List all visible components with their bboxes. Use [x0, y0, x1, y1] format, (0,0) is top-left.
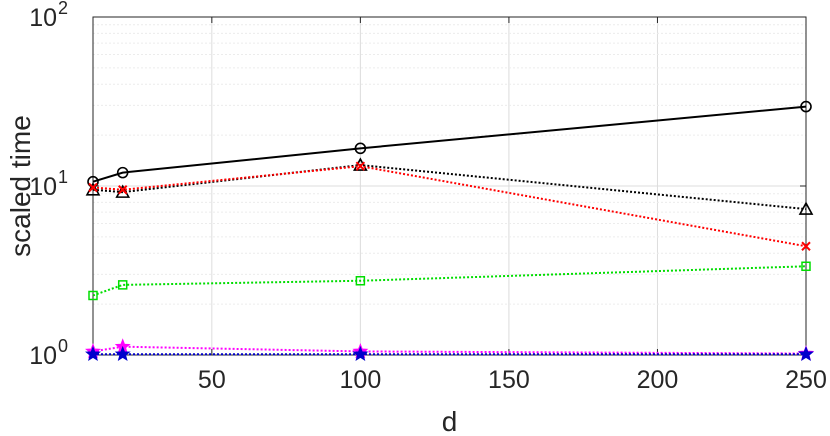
data-point [352, 345, 369, 362]
data-point [798, 201, 814, 215]
series-4 [85, 338, 814, 361]
series-line [92, 105, 807, 183]
data-point [798, 345, 814, 362]
series-line [92, 165, 807, 248]
series-0 [87, 100, 812, 188]
y-tick-label: 10 [29, 173, 57, 201]
x-axis-label: d [442, 406, 458, 436]
y-tick-exponent: 2 [58, 0, 68, 18]
data-point [114, 345, 131, 362]
y-tick-exponent: 1 [58, 167, 68, 187]
series-2 [88, 161, 811, 251]
x-tick-label: 150 [488, 366, 530, 394]
x-axis: 50 100 150 200 250 [198, 17, 827, 394]
series-1 [85, 157, 814, 215]
y-axis-label: scaled time [5, 115, 36, 257]
y-tick-base: 10 [29, 342, 57, 370]
y-tick-label: 10 [29, 342, 57, 370]
series-line [92, 345, 807, 355]
series-line [92, 265, 807, 297]
data-point [85, 345, 101, 362]
data-point [801, 261, 811, 272]
data-point [354, 142, 367, 155]
grid [93, 17, 807, 355]
series-group [85, 100, 814, 362]
data-point [800, 100, 812, 113]
data-point [355, 161, 366, 171]
x-tick-label: 200 [637, 366, 679, 394]
data-point [117, 280, 128, 290]
data-point [355, 276, 366, 286]
y-tick-exponent: 0 [58, 336, 68, 356]
x-tick-label: 100 [340, 366, 382, 394]
series-3 [88, 261, 811, 301]
series-5 [85, 345, 814, 362]
x-tick-label: 250 [785, 366, 827, 394]
data-point [88, 290, 98, 301]
y-tick-base: 10 [29, 173, 57, 201]
data-point [88, 182, 98, 193]
y-tick-base: 10 [29, 4, 57, 32]
x-tick-label: 50 [198, 366, 226, 394]
data-point [116, 166, 129, 179]
data-point [801, 241, 811, 251]
y-tick-label: 10 [29, 4, 57, 32]
data-point [118, 185, 128, 195]
